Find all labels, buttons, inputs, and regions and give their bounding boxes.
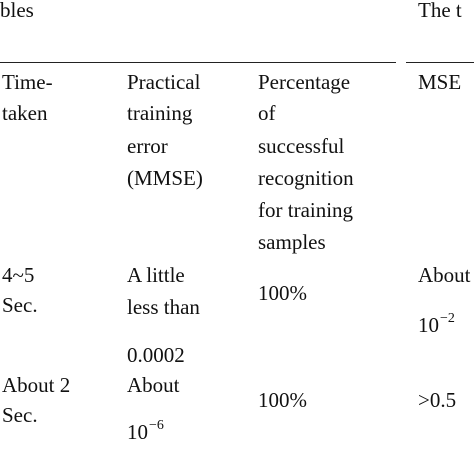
cell: 4~5 xyxy=(2,263,35,287)
column-header: taken xyxy=(2,101,48,125)
cell: About 2 xyxy=(2,373,71,397)
cell: 0.0002 xyxy=(127,343,185,367)
cell: Sec. xyxy=(2,403,38,427)
group-rule xyxy=(0,62,396,63)
column-header: training xyxy=(127,101,193,125)
cell: >0.5 xyxy=(418,388,457,412)
column-header: Practical xyxy=(127,70,201,94)
column-header: Percentage xyxy=(258,70,351,94)
cell: Sec. xyxy=(2,293,38,317)
cell: A little xyxy=(127,263,185,287)
column-header: successful xyxy=(258,134,345,158)
group-header: The t xyxy=(418,0,462,22)
cell: About xyxy=(418,263,471,287)
column-header: MSE xyxy=(418,70,462,94)
group-rule xyxy=(406,62,474,63)
column-header: samples xyxy=(258,230,326,254)
column-header: Time- xyxy=(2,70,53,94)
power-base: 10 xyxy=(127,420,148,444)
column-header: for training xyxy=(258,198,354,222)
column-header: (MMSE) xyxy=(127,166,203,190)
cell: 100% xyxy=(258,388,307,412)
column-header: recognition xyxy=(258,166,354,190)
column-header: of xyxy=(258,101,276,125)
cell: 10−6 xyxy=(127,418,164,448)
power-exponent: −6 xyxy=(149,418,164,433)
column-header: error xyxy=(127,134,168,158)
cell: 100% xyxy=(258,281,307,305)
cell: less than xyxy=(127,295,200,319)
group-header: bles xyxy=(0,0,34,22)
cell: About xyxy=(127,373,180,397)
power-exponent: −2 xyxy=(440,311,455,326)
power-base: 10 xyxy=(418,313,439,337)
cell: 10−2 xyxy=(418,311,455,341)
